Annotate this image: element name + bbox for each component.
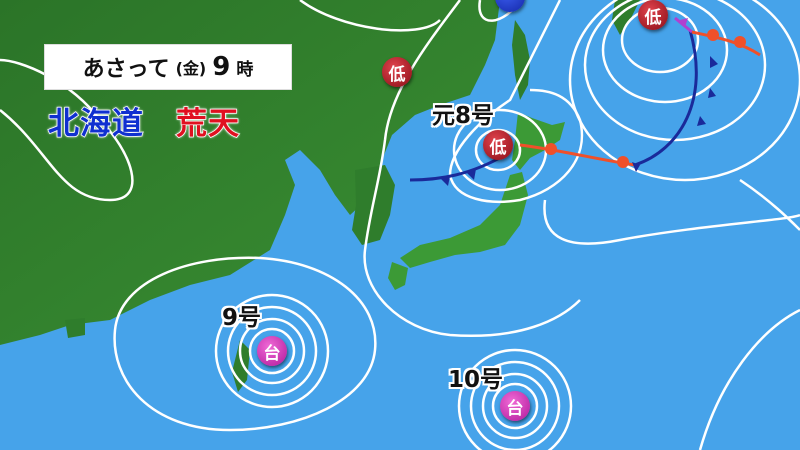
fronts bbox=[409, 16, 761, 186]
region-title: 北海道 bbox=[47, 105, 144, 143]
forecast-time-box: あさって (金) 9 時 bbox=[44, 44, 292, 90]
typhoon-marker: 台 bbox=[500, 391, 530, 421]
forecast-hour: 9 bbox=[212, 52, 231, 82]
hainan bbox=[65, 318, 85, 338]
typhoon-marker: 台 bbox=[257, 336, 287, 366]
forecast-hour-unit: 時 bbox=[236, 59, 254, 80]
forecast-day: あさって bbox=[82, 57, 170, 82]
cold-front bbox=[409, 153, 506, 182]
occluded-front bbox=[674, 16, 693, 34]
high-pressure-marker bbox=[495, 0, 525, 12]
honshu bbox=[400, 172, 528, 268]
low-pressure-marker: 低 bbox=[638, 0, 668, 30]
low-pressure-marker: 低 bbox=[382, 57, 412, 87]
typhoon-9-label: 9号 bbox=[222, 305, 262, 331]
low-pressure-marker: 低 bbox=[483, 130, 513, 160]
kamchatka bbox=[612, 0, 640, 35]
sakhalin bbox=[512, 20, 530, 100]
typhoon-10-label: 10号 bbox=[448, 367, 504, 393]
former-typhoon-8-label: 元8号 bbox=[432, 103, 495, 129]
hokkaido bbox=[512, 112, 565, 170]
condition-title: 荒天 bbox=[175, 105, 240, 143]
forecast-weekday: (金) bbox=[175, 59, 207, 78]
kyushu bbox=[388, 262, 408, 290]
warm-front-2 bbox=[691, 30, 761, 57]
cold-front-2 bbox=[634, 29, 698, 167]
